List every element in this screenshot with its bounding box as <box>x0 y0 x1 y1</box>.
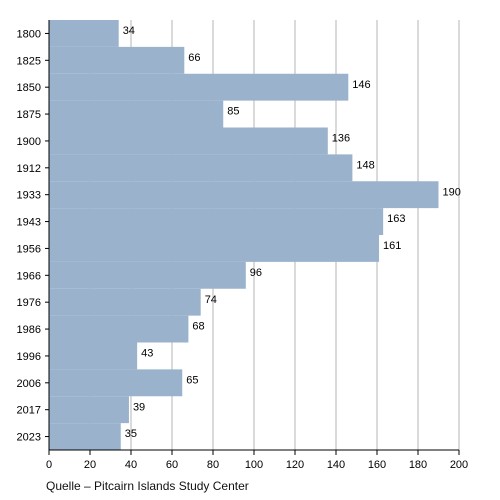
x-tick-label: 80 <box>207 459 219 471</box>
bar-value-label: 34 <box>123 25 135 37</box>
category-tick-label: 1986 <box>17 324 41 336</box>
axes: 1800182518501875190019121933194319561966… <box>17 20 468 471</box>
category-tick-label: 1996 <box>17 351 41 363</box>
x-tick-label: 100 <box>245 459 263 471</box>
bar-value-label: 161 <box>383 240 401 252</box>
category-tick-label: 1900 <box>17 136 41 148</box>
bars: 34 66 146 85 136 148 190 163 161 96 74 68 43 65 39 35 <box>49 20 461 450</box>
bar-value-label: 85 <box>227 106 239 118</box>
bar <box>49 423 121 450</box>
category-tick-label: 2006 <box>17 378 41 390</box>
bar <box>49 73 349 101</box>
category-tick-label: 1966 <box>17 270 41 282</box>
category-tick-label: 1875 <box>17 109 41 121</box>
category-tick-label: 1800 <box>17 28 41 40</box>
bar-value-label: 96 <box>250 267 262 279</box>
category-tick-label: 1825 <box>17 55 41 67</box>
x-tick-label: 160 <box>368 459 386 471</box>
category-tick-label: 1850 <box>17 82 41 94</box>
bar <box>49 181 439 209</box>
x-tick-label: 20 <box>84 459 96 471</box>
bar <box>49 46 185 74</box>
bar <box>49 369 183 397</box>
bar-value-label: 148 <box>356 159 374 171</box>
bar-value-label: 65 <box>186 374 198 386</box>
bar-value-label: 35 <box>125 428 137 440</box>
x-tick-label: 40 <box>125 459 137 471</box>
bar <box>49 235 380 262</box>
bar-value-label: 190 <box>443 186 461 198</box>
x-tick-label: 140 <box>327 459 345 471</box>
source-caption: Quelle – Pitcairn Islands Study Center <box>46 479 249 493</box>
category-tick-label: 2017 <box>17 405 41 417</box>
bar <box>49 315 189 343</box>
category-tick-label: 1956 <box>17 243 41 255</box>
bar <box>49 20 119 47</box>
bar-value-label: 74 <box>205 294 217 306</box>
bar <box>49 261 246 289</box>
bar <box>49 154 353 182</box>
bar-value-label: 68 <box>192 321 204 333</box>
bar-value-label: 136 <box>332 133 350 145</box>
bar <box>49 288 201 316</box>
bar <box>49 127 328 155</box>
x-tick-label: 0 <box>46 459 52 471</box>
bar-value-label: 146 <box>352 79 370 91</box>
x-tick-label: 180 <box>409 459 427 471</box>
category-tick-label: 1912 <box>17 163 41 175</box>
x-tick-label: 60 <box>166 459 178 471</box>
bar <box>49 100 224 128</box>
bar-value-label: 66 <box>188 52 200 64</box>
category-tick-label: 1976 <box>17 297 41 309</box>
bar-value-label: 39 <box>133 401 145 413</box>
category-tick-label: 1933 <box>17 190 41 202</box>
category-tick-label: 1943 <box>17 217 41 229</box>
bar <box>49 396 129 424</box>
bar-value-label: 163 <box>387 213 405 225</box>
x-tick-label: 120 <box>286 459 304 471</box>
category-tick-label: 2023 <box>17 432 41 444</box>
bar-value-label: 43 <box>141 348 153 360</box>
bar <box>49 208 384 235</box>
x-tick-label: 200 <box>450 459 468 471</box>
bar <box>49 342 138 370</box>
